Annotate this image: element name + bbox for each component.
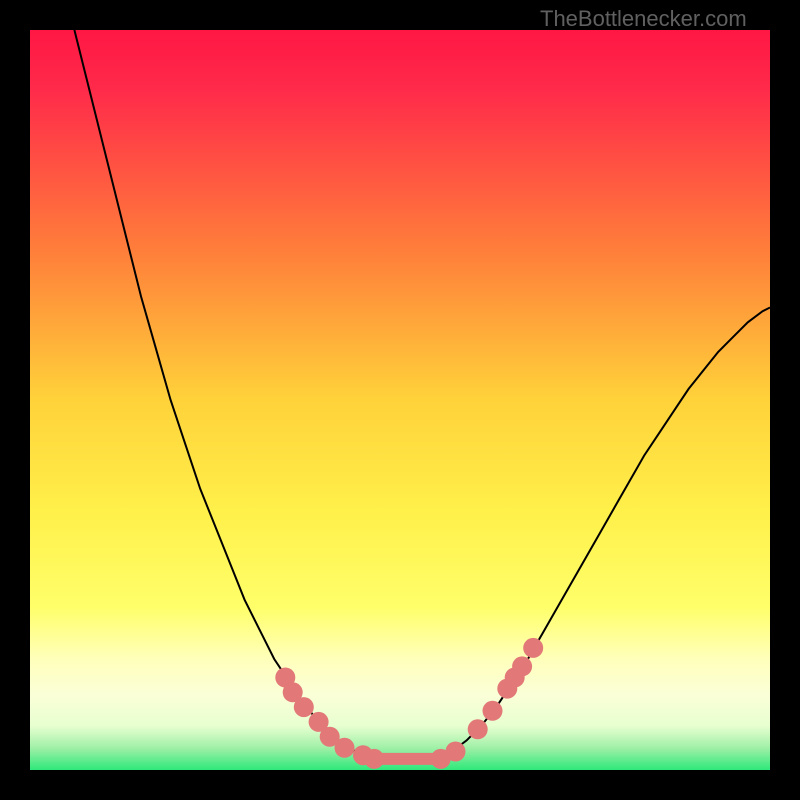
data-marker xyxy=(446,742,466,762)
plot-background xyxy=(30,30,770,770)
data-marker xyxy=(364,749,384,769)
bottleneck-chart xyxy=(0,0,800,800)
data-marker xyxy=(512,656,532,676)
data-marker xyxy=(523,638,543,658)
data-marker xyxy=(483,701,503,721)
data-marker xyxy=(468,719,488,739)
data-marker xyxy=(294,697,314,717)
data-marker xyxy=(335,738,355,758)
watermark-text: TheBottlenecker.com xyxy=(540,6,747,32)
